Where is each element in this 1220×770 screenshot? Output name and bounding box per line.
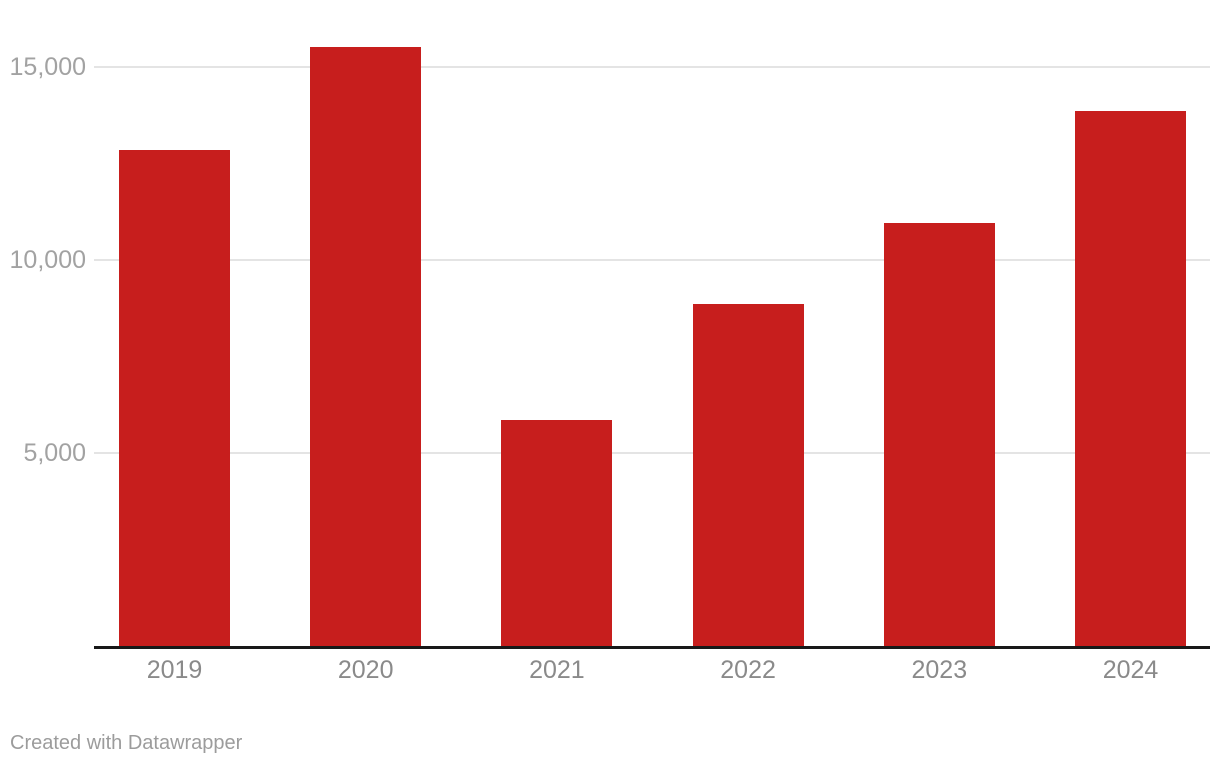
- x-tick-label-2019: 2019: [146, 656, 203, 684]
- bar-2023[interactable]: [883, 223, 995, 646]
- bar-2021[interactable]: [501, 420, 613, 646]
- gridline-10,000: [94, 258, 1210, 261]
- x-tick-label-2024: 2024: [1102, 656, 1159, 684]
- gridline-15,000: [94, 65, 1210, 68]
- x-tick-label-2020: 2020: [337, 656, 394, 684]
- y-tick-label-5,000: 5,000: [23, 439, 86, 468]
- bar-2024[interactable]: [1075, 110, 1186, 646]
- x-tick-label-2023: 2023: [911, 656, 968, 684]
- x-tick-label-2021: 2021: [529, 656, 585, 684]
- datawrapper-attribution-link[interactable]: Created with Datawrapper: [10, 732, 243, 754]
- x-axis-line: [94, 646, 1210, 649]
- gridline-5,000: [94, 452, 1210, 455]
- bar-2019[interactable]: [119, 149, 230, 646]
- y-tick-label-10,000: 10,000: [9, 245, 86, 274]
- bar-2020[interactable]: [310, 47, 422, 646]
- y-tick-label-15,000: 15,000: [9, 52, 86, 81]
- bar-2022[interactable]: [692, 304, 804, 646]
- plot-area: [94, 0, 1210, 649]
- x-tick-label-2022: 2022: [720, 656, 776, 684]
